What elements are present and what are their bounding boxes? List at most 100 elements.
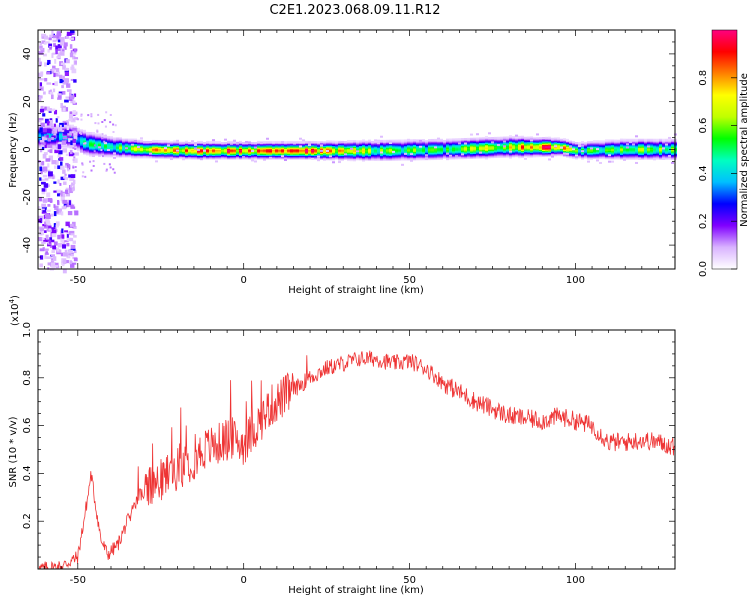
spectrogram-cell (377, 157, 380, 160)
spectrogram-cell (227, 142, 230, 145)
spectrogram-cell (641, 148, 644, 151)
spectrogram-cell (92, 150, 95, 153)
spectrogram-cell (299, 151, 302, 154)
spectrogram-cell (569, 143, 572, 146)
spectrogram-cell (39, 108, 45, 113)
spectrogram-cell (311, 143, 314, 146)
spectrogram-cell (602, 152, 605, 155)
spectrogram-cell (545, 136, 548, 139)
spectrogram-cell (644, 147, 647, 150)
spectrogram-cell (611, 146, 614, 149)
spectrogram-cell (383, 154, 386, 157)
spectrogram-cell (188, 147, 191, 150)
spectrogram-cell (89, 140, 92, 143)
spectrogram-cell (527, 150, 530, 153)
spectrogram-cell (97, 122, 100, 125)
spectrogram-cell (179, 146, 182, 149)
spectrogram-cell (61, 129, 66, 133)
spectrogram-cell (59, 133, 62, 136)
spectrogram-cell (416, 147, 419, 150)
spectrogram-cell (107, 146, 110, 149)
spectrogram-cell (293, 144, 296, 147)
spectrogram-cell (107, 144, 110, 147)
spectrogram-cell (60, 252, 64, 257)
spectrogram-cell (386, 139, 389, 142)
spectrogram-cell (521, 136, 524, 139)
spectrogram-cell (308, 154, 311, 157)
spectrogram-cell (386, 146, 389, 149)
spectrogram-cell (212, 140, 215, 143)
spectrogram-cell (58, 141, 64, 146)
spectrogram-cell (77, 136, 80, 139)
spectrogram-cell (611, 151, 614, 154)
spectrogram-cell (38, 137, 41, 140)
snr-multiplier: (x104) (8, 295, 21, 326)
spectrogram-cell (69, 131, 72, 135)
spectrogram-cell (296, 149, 299, 152)
spectrogram-cell (93, 144, 96, 147)
spectrogram-cell (572, 156, 575, 159)
spectrogram-cell (56, 138, 59, 141)
spectrogram-cell (57, 199, 60, 205)
spectrogram-cell (59, 51, 65, 56)
spectrogram-cell (230, 142, 233, 145)
spectrogram-cell (92, 144, 95, 147)
spectrogram-cell (48, 223, 52, 227)
spectrogram-cell (119, 138, 122, 141)
spectrogram-cell (260, 157, 263, 160)
spectrogram-cell (101, 143, 104, 146)
spectrogram-cell (203, 156, 206, 159)
spectrogram-cell (515, 147, 518, 150)
spectrogram-cell (95, 150, 98, 153)
spectrogram-cell (446, 156, 449, 159)
spectrogram-cell (614, 139, 617, 142)
spectrogram-cell (632, 157, 635, 160)
spectrogram-cell (92, 135, 95, 138)
spectrogram-cell (470, 138, 473, 141)
spectrogram-cell (62, 192, 66, 198)
spectrogram-cell (50, 127, 53, 130)
spectrogram-cell (503, 153, 506, 156)
spectrogram-cell (611, 153, 614, 156)
spectrogram-cell (596, 152, 599, 155)
spectrogram-cell (359, 144, 362, 147)
spectrogram-cell (92, 152, 95, 155)
spectrogram-cell (203, 157, 206, 160)
spectrogram-cell (95, 153, 98, 156)
spectrogram-cell (278, 146, 281, 149)
spectrogram-cell (230, 144, 233, 147)
spectrogram-cell (551, 155, 554, 158)
spectrogram-cell (530, 150, 533, 153)
spectrogram-cell (203, 155, 206, 158)
spectrogram-cell (353, 144, 356, 147)
spectrogram-cell (428, 148, 431, 151)
spectrogram-cell (137, 155, 140, 158)
spectrogram-cell (653, 138, 656, 141)
spectrogram-cell (578, 151, 581, 154)
spectrogram-cell (44, 41, 50, 44)
spectrogram-cell (140, 143, 143, 146)
spectrogram-cell (476, 150, 479, 153)
spectrogram-cell (80, 118, 83, 121)
spectrogram-cell (530, 142, 533, 145)
spectrogram-cell (329, 145, 332, 148)
spectrogram-cell (557, 148, 560, 151)
spectrogram-cell (587, 148, 590, 151)
spectrogram-cell (329, 155, 332, 158)
spectrogram-cell (413, 141, 416, 144)
spectrogram-cell (80, 137, 83, 140)
spectrogram-cell (593, 152, 596, 155)
spectrogram-cell (125, 149, 128, 152)
spectrogram-cell (53, 190, 57, 193)
spectrogram-cell (527, 144, 530, 147)
spectrogram-cell (272, 155, 275, 158)
spectrogram-cell (581, 147, 584, 150)
spectrogram-cell (287, 145, 290, 148)
spectrogram-cell (317, 154, 320, 157)
spectrogram-cell (632, 141, 635, 144)
spectrogram-cell (59, 138, 62, 141)
spectrogram-cell (62, 137, 68, 140)
spectrogram-cell (113, 154, 116, 157)
spectrogram-cell (638, 144, 641, 147)
spectrogram-cell (653, 150, 656, 153)
